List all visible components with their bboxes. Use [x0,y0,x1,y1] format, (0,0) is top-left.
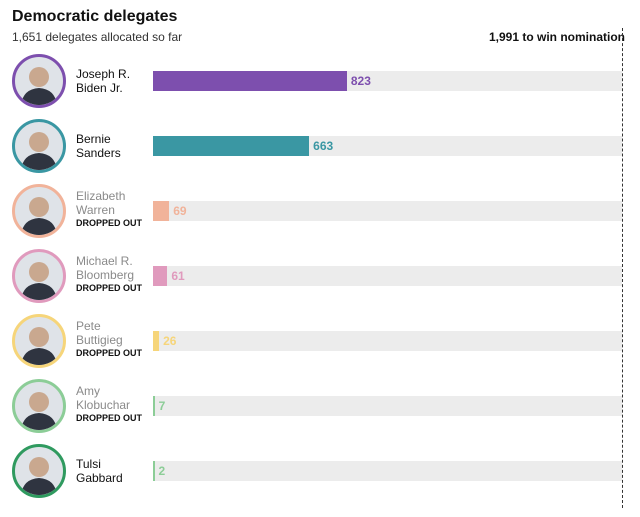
photo-silhouette [21,327,57,365]
candidate-name: Joseph R. Biden Jr. [76,67,131,95]
candidate-status: DROPPED OUT [76,348,143,358]
bar [153,461,155,481]
bar [153,266,168,286]
chart-title: Democratic delegates [12,8,178,25]
bar-track [153,201,622,221]
candidate-name: Amy Klobuchar [76,384,131,412]
candidate-info: Bernie Sanders [76,132,140,160]
photo-silhouette [21,197,57,235]
value-label: 69 [173,204,187,218]
candidate-photo [12,379,66,433]
candidate-info: Tulsi Gabbard [76,457,140,485]
bar-track [153,266,622,286]
candidate-info: Amy Klobuchar DROPPED OUT [76,384,142,423]
value-label: 26 [163,334,177,348]
bar [153,396,155,416]
candidate-name: Tulsi Gabbard [76,457,123,485]
candidate-name: Michael R. Bloomberg [76,254,135,282]
bar-track [153,331,622,351]
value-label: 823 [350,74,371,88]
candidate-photo [12,249,66,303]
candidate-status: DROPPED OUT [76,218,143,228]
candidate-photo [12,444,66,498]
bar [153,331,160,351]
bar-track [153,461,622,481]
candidate-info: Elizabeth Warren DROPPED OUT [76,189,142,228]
value-label: 663 [313,139,334,153]
candidate-info: Pete Buttigieg DROPPED OUT [76,319,142,358]
candidate-photo [12,314,66,368]
candidate-photo [12,54,66,108]
candidate-info: Joseph R. Biden Jr. [76,67,140,95]
photo-silhouette [21,262,57,300]
candidate-photo [12,184,66,238]
chart-subtitle: 1,651 delegates allocated so far [12,30,183,44]
threshold-label: 1,991 to win nomination [488,30,625,44]
photo-silhouette [21,67,57,105]
photo-silhouette [21,392,57,430]
bar-track [153,396,622,416]
candidate-status: DROPPED OUT [76,413,143,423]
candidate-name: Bernie Sanders [76,132,121,160]
bar [153,136,310,156]
value-label: 61 [171,269,185,283]
candidate-status: DROPPED OUT [76,283,143,293]
value-label: 2 [158,464,166,478]
threshold-line [622,28,623,508]
candidate-photo [12,119,66,173]
bar [153,201,170,221]
value-label: 7 [158,399,166,413]
bar [153,71,347,91]
candidate-info: Michael R. Bloomberg DROPPED OUT [76,254,142,293]
candidate-name: Elizabeth Warren [76,189,126,217]
photo-silhouette [21,457,57,495]
photo-silhouette [21,132,57,170]
candidate-name: Pete Buttigieg [76,319,123,347]
